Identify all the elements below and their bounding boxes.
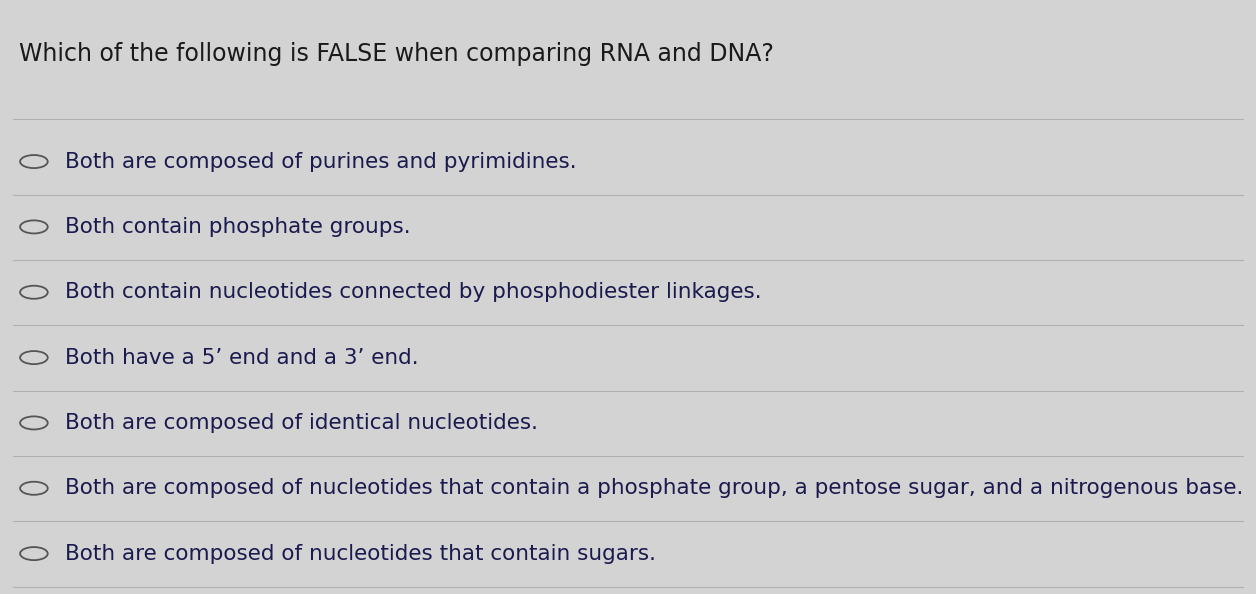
Text: Both contain phosphate groups.: Both contain phosphate groups. — [65, 217, 411, 237]
Text: Both are composed of identical nucleotides.: Both are composed of identical nucleotid… — [65, 413, 539, 433]
Circle shape — [20, 482, 48, 495]
Circle shape — [20, 155, 48, 168]
Circle shape — [20, 220, 48, 233]
Text: Both have a 5’ end and a 3’ end.: Both have a 5’ end and a 3’ end. — [65, 347, 420, 368]
Text: Both are composed of nucleotides that contain sugars.: Both are composed of nucleotides that co… — [65, 544, 657, 564]
Circle shape — [20, 351, 48, 364]
Text: Which of the following is FALSE when comparing RNA and DNA?: Which of the following is FALSE when com… — [19, 42, 774, 65]
Circle shape — [20, 547, 48, 560]
Text: Both are composed of purines and pyrimidines.: Both are composed of purines and pyrimid… — [65, 151, 577, 172]
Circle shape — [20, 416, 48, 429]
Circle shape — [20, 286, 48, 299]
Text: Both are composed of nucleotides that contain a phosphate group, a pentose sugar: Both are composed of nucleotides that co… — [65, 478, 1243, 498]
Text: Both contain nucleotides connected by phosphodiester linkages.: Both contain nucleotides connected by ph… — [65, 282, 762, 302]
